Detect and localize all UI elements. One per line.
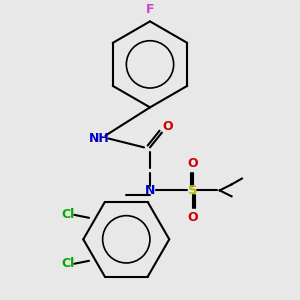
- Text: F: F: [146, 3, 154, 16]
- Text: Cl: Cl: [62, 208, 75, 221]
- Text: Cl: Cl: [62, 257, 75, 270]
- Text: N: N: [145, 184, 155, 197]
- Text: O: O: [163, 120, 173, 133]
- Text: O: O: [188, 157, 198, 170]
- Text: S: S: [188, 184, 198, 197]
- Text: O: O: [188, 211, 198, 224]
- Text: NH: NH: [89, 132, 110, 145]
